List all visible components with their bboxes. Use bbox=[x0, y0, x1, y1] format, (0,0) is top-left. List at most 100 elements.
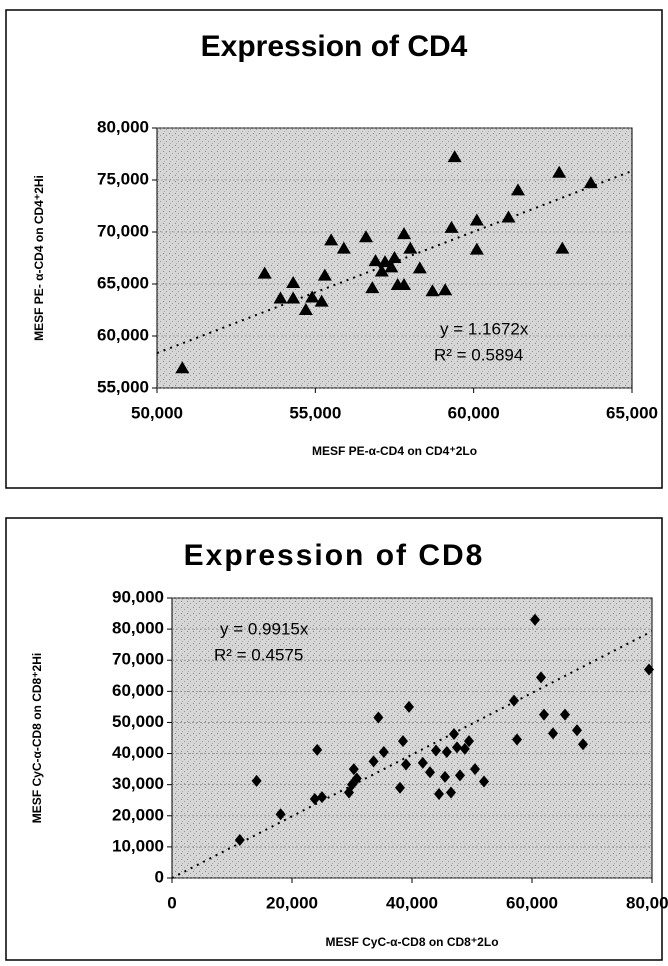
chart-frame bbox=[5, 9, 663, 489]
data-point bbox=[404, 700, 414, 713]
x-axis-label: MESF CyC-α-CD8 on CD8⁺2Lo bbox=[325, 935, 498, 949]
data-point bbox=[509, 694, 519, 707]
data-point bbox=[552, 165, 567, 178]
data-point bbox=[441, 746, 452, 758]
data-point bbox=[314, 294, 329, 307]
data-point bbox=[336, 241, 351, 254]
data-point bbox=[447, 150, 462, 163]
x-tick-label: 20,000 bbox=[266, 893, 318, 912]
data-point bbox=[374, 264, 389, 277]
x-tick-label: 50,000 bbox=[131, 403, 183, 422]
data-point bbox=[348, 763, 359, 776]
y-tick-label: 90,000 bbox=[112, 587, 164, 606]
data-point bbox=[479, 775, 489, 788]
y-tick-label: 60,000 bbox=[97, 325, 149, 344]
y-tick-label: 75,000 bbox=[97, 169, 149, 188]
data-point bbox=[403, 241, 418, 254]
data-point bbox=[305, 290, 320, 303]
data-point bbox=[359, 230, 373, 243]
data-point bbox=[444, 220, 459, 233]
y-tick-label: 60,000 bbox=[112, 681, 164, 700]
x-tick-label: 0 bbox=[167, 893, 176, 912]
data-point bbox=[251, 774, 262, 787]
x-tick-label: 60,000 bbox=[506, 893, 558, 912]
trendline bbox=[171, 630, 653, 879]
data-point bbox=[317, 791, 327, 804]
y-tick-label: 40,000 bbox=[112, 743, 164, 762]
y-tick-label: 50,000 bbox=[112, 712, 164, 731]
data-point bbox=[309, 792, 320, 805]
data-point bbox=[446, 786, 456, 799]
trend-equation: y = 0.9915x bbox=[220, 619, 309, 638]
data-point bbox=[395, 781, 405, 794]
x-tick-label: 55,000 bbox=[289, 403, 341, 422]
y-tick-label: 10,000 bbox=[112, 836, 164, 855]
y-tick-label: 30,000 bbox=[112, 774, 164, 793]
data-point bbox=[317, 268, 332, 281]
data-point bbox=[536, 671, 546, 684]
data-point bbox=[501, 210, 516, 223]
data-point bbox=[417, 756, 428, 769]
data-point bbox=[431, 744, 441, 757]
data-point bbox=[351, 772, 362, 785]
data-point bbox=[401, 758, 411, 771]
data-point bbox=[434, 788, 444, 800]
data-point bbox=[384, 260, 399, 273]
y-axis-label: MESF CyC-α-CD8 on CD8⁺2Hi bbox=[30, 653, 44, 823]
data-point bbox=[644, 663, 654, 676]
data-point bbox=[572, 724, 582, 737]
data-point bbox=[234, 834, 245, 847]
data-point bbox=[368, 254, 383, 267]
x-tick-label: 65,000 bbox=[606, 403, 658, 422]
data-point bbox=[438, 283, 453, 296]
x-tick-label: 80,000 bbox=[626, 893, 668, 912]
trend-r-squared: R² = 0.4575 bbox=[214, 645, 303, 664]
data-point bbox=[397, 227, 411, 240]
data-point bbox=[275, 808, 286, 821]
data-point bbox=[555, 241, 570, 254]
data-point bbox=[286, 275, 301, 288]
data-point bbox=[175, 361, 190, 374]
data-point bbox=[368, 755, 379, 768]
chart-frame bbox=[5, 517, 663, 961]
x-tick-label: 40,000 bbox=[386, 893, 438, 912]
data-point bbox=[365, 281, 380, 294]
data-point bbox=[273, 291, 288, 304]
data-point bbox=[530, 613, 540, 626]
data-point bbox=[397, 278, 411, 291]
data-point bbox=[512, 733, 522, 746]
x-tick-label: 60,000 bbox=[448, 403, 500, 422]
data-point bbox=[539, 708, 549, 721]
data-point bbox=[464, 735, 474, 748]
data-point bbox=[578, 738, 588, 751]
chart-title: Expression of CD8 bbox=[184, 539, 485, 572]
data-point bbox=[298, 303, 313, 315]
trend-r-squared: R² = 0.5894 bbox=[434, 345, 523, 364]
data-point bbox=[449, 727, 459, 740]
data-point bbox=[459, 742, 470, 755]
data-point bbox=[511, 183, 525, 196]
x-axis-label: MESF PE-α-CD4 on CD4⁺2Lo bbox=[312, 444, 477, 458]
data-point bbox=[548, 727, 558, 740]
y-tick-label: 55,000 bbox=[97, 377, 149, 396]
y-tick-label: 65,000 bbox=[97, 273, 149, 292]
y-tick-label: 70,000 bbox=[97, 221, 149, 240]
data-point bbox=[583, 176, 598, 189]
data-point bbox=[425, 766, 435, 779]
data-point bbox=[378, 255, 392, 268]
trendline bbox=[156, 170, 633, 354]
data-point bbox=[452, 741, 462, 754]
y-tick-label: 80,000 bbox=[112, 619, 164, 638]
data-point bbox=[412, 261, 427, 274]
data-point bbox=[286, 291, 301, 304]
data-point bbox=[257, 266, 272, 279]
data-point bbox=[312, 743, 323, 756]
data-point bbox=[378, 746, 389, 758]
plot-area bbox=[171, 597, 653, 879]
data-point bbox=[425, 284, 440, 297]
data-point bbox=[387, 251, 402, 263]
data-point bbox=[440, 770, 450, 783]
data-point bbox=[470, 763, 480, 776]
y-tick-label: 0 bbox=[155, 867, 164, 886]
